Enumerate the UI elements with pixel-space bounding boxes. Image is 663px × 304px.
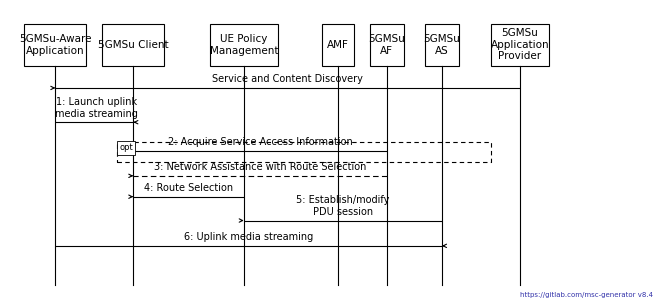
Bar: [25, 24, 86, 66]
Text: 2: Acquire Service Access Information: 2: Acquire Service Access Information: [168, 137, 353, 147]
Text: opt: opt: [119, 143, 133, 152]
Text: 5GMSu
Application
Provider: 5GMSu Application Provider: [491, 28, 549, 61]
Text: UE Policy
Management: UE Policy Management: [210, 34, 278, 56]
Text: 6: Uplink media streaming: 6: Uplink media streaming: [184, 232, 314, 242]
Text: 5GMSu
AS: 5GMSu AS: [424, 34, 460, 56]
Text: Service and Content Discovery: Service and Content Discovery: [212, 74, 363, 85]
Text: https://gitlab.com/msc-generator v8.4: https://gitlab.com/msc-generator v8.4: [520, 292, 653, 298]
Text: 4: Route Selection: 4: Route Selection: [144, 183, 233, 193]
Text: 5: Establish/modify
PDU session: 5: Establish/modify PDU session: [296, 195, 390, 217]
Text: 5GMSu-Aware
Application: 5GMSu-Aware Application: [19, 34, 91, 56]
Bar: [425, 24, 459, 66]
Text: 5GMSu
AF: 5GMSu AF: [368, 34, 405, 56]
Bar: [117, 142, 491, 161]
Bar: [370, 24, 404, 66]
Text: 3: Network Assistance with Route Selection: 3: Network Assistance with Route Selecti…: [154, 162, 366, 172]
Bar: [322, 24, 353, 66]
Bar: [210, 24, 278, 66]
Text: AMF: AMF: [327, 40, 349, 50]
Text: 1: Launch uplink
media streaming: 1: Launch uplink media streaming: [56, 97, 139, 119]
Bar: [103, 24, 164, 66]
Text: 5GMSu Client: 5GMSu Client: [98, 40, 168, 50]
Bar: [491, 24, 549, 66]
